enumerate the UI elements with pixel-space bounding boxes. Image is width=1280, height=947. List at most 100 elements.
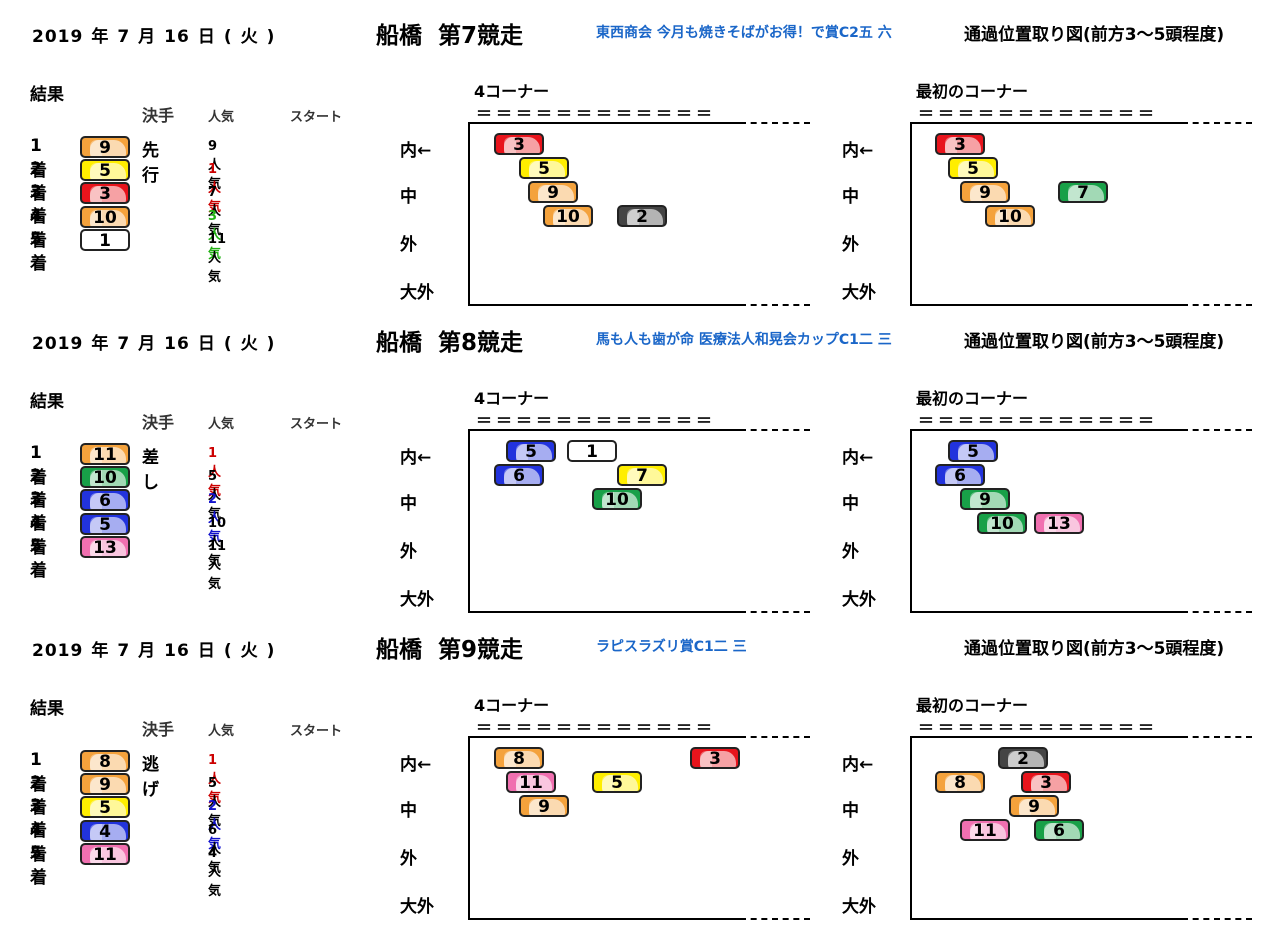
horse-number: 5 xyxy=(967,442,979,462)
position-map-title: 通過位置取り図(前方3〜5頭程度) xyxy=(964,25,1225,45)
corner1-horse-marker: 6 xyxy=(1034,819,1084,841)
date-part: 日 xyxy=(197,334,216,354)
race-name: ラピスラズリ賞C1二 三 xyxy=(596,639,747,655)
popularity-rank: 9人気 xyxy=(208,139,222,192)
popularity-rank: 7人気 xyxy=(208,185,222,238)
horse-silhouette-icon xyxy=(90,493,126,509)
corner4-rail-dash-top xyxy=(740,429,810,431)
corner1-horse-marker: 2 xyxy=(998,747,1048,769)
horse-number: 3 xyxy=(513,135,525,155)
horse-number: 8 xyxy=(99,752,111,772)
corner4-rail-marks: ＝＝＝＝＝＝＝＝＝＝＝＝ xyxy=(476,718,717,737)
horse-number: 5 xyxy=(611,773,623,793)
corner1-lane-label: 内← xyxy=(842,755,874,775)
horse-silhouette-icon xyxy=(90,447,126,463)
result-horse-badge: 10 xyxy=(80,466,130,488)
horse-number: 13 xyxy=(1047,514,1071,534)
date-part: ( xyxy=(223,334,233,354)
race-section: 2019 年 7 月 16 日(火) 船橋 第8競走 馬も人も歯が命 医療法人和晃会カップC1二… xyxy=(0,307,1280,614)
corner4-track-box xyxy=(468,122,740,306)
horse-number: 10 xyxy=(93,208,117,228)
finish-place: 2着 xyxy=(30,773,47,818)
corner4-lane-label: 外 xyxy=(400,235,417,255)
result-horse-badge: 9 xyxy=(80,773,130,795)
horse-silhouette-icon xyxy=(553,209,589,225)
corner4-lane-label: 中 xyxy=(400,801,417,821)
date-part: 16 xyxy=(164,27,190,47)
corner4-lane-label: 大外 xyxy=(400,283,434,303)
horse-silhouette-icon xyxy=(970,492,1006,508)
corner1-track-box xyxy=(910,429,1182,613)
corner4-lane-label: 中 xyxy=(400,494,417,514)
horse-number: 9 xyxy=(1028,797,1040,817)
date-part: 7 xyxy=(117,27,131,47)
popularity-rank: 5人気 xyxy=(208,469,222,522)
horse-number: 7 xyxy=(636,466,648,486)
horse-number: 2 xyxy=(636,207,648,227)
horse-silhouette-icon xyxy=(504,468,540,484)
horse-number: 5 xyxy=(99,161,111,181)
horse-number: 5 xyxy=(525,442,537,462)
corner1-lane-label: 外 xyxy=(842,849,859,869)
corner4-rail-dash-top xyxy=(740,736,810,738)
popularity-rank: 2人気 xyxy=(208,492,222,545)
position-map-title: 通過位置取り図(前方3〜5頭程度) xyxy=(964,639,1225,659)
corner4-horse-marker: 8 xyxy=(494,747,544,769)
result-horse-badge: 5 xyxy=(80,796,130,818)
corner1-horse-marker: 9 xyxy=(1009,795,1059,817)
horse-silhouette-icon xyxy=(516,444,552,460)
result-horse-badge: 4 xyxy=(80,820,130,842)
race-number: 第7競走 xyxy=(438,23,524,49)
finish-place: 5着 xyxy=(30,229,47,274)
horse-silhouette-icon xyxy=(1044,823,1080,839)
horse-number: 3 xyxy=(709,749,721,769)
finish-place: 1着 xyxy=(30,443,47,488)
finish-place: 2着 xyxy=(30,466,47,511)
corner4-horse-marker: 5 xyxy=(519,157,569,179)
horse-silhouette-icon xyxy=(90,517,126,533)
date-part: 日 xyxy=(197,27,216,47)
horse-silhouette-icon xyxy=(958,161,994,177)
date-part: 年 xyxy=(91,641,110,661)
horse-number: 9 xyxy=(99,775,111,795)
corner1-lane-label: 内← xyxy=(842,141,874,161)
horse-silhouette-icon xyxy=(1008,751,1044,767)
horse-silhouette-icon xyxy=(945,137,981,153)
race-number: 第9競走 xyxy=(438,637,524,663)
date-part: ) xyxy=(266,27,276,47)
venue-name: 船橋 xyxy=(376,23,422,49)
horse-number: 1 xyxy=(586,442,598,462)
venue-name: 船橋 xyxy=(376,330,422,356)
corner1-horse-marker: 11 xyxy=(960,819,1010,841)
corner4-rail-dash-bottom xyxy=(740,611,810,613)
horse-number: 11 xyxy=(973,821,997,841)
date-part: 日 xyxy=(197,641,216,661)
corner1-rail-dash-top xyxy=(1182,429,1252,431)
date-part: ( xyxy=(223,641,233,661)
result-horse-badge: 3 xyxy=(80,182,130,204)
horse-silhouette-icon xyxy=(945,468,981,484)
horse-silhouette-icon xyxy=(700,751,736,767)
corner1-lane-label: 大外 xyxy=(842,590,876,610)
winning-style: 差し xyxy=(142,448,159,493)
corner4-rail-dash-bottom xyxy=(740,304,810,306)
date-part: 2019 xyxy=(32,334,84,354)
result-horse-badge: 13 xyxy=(80,536,130,558)
finish-place: 5着 xyxy=(30,843,47,888)
corner4-horse-marker: 10 xyxy=(543,205,593,227)
corner4-track-box xyxy=(468,429,740,613)
winning-style: 先行 xyxy=(142,141,159,186)
horse-number: 9 xyxy=(547,183,559,203)
result-horse-badge: 11 xyxy=(80,443,130,465)
race-name: 馬も人も歯が命 医療法人和晃会カップC1二 三 xyxy=(596,332,892,348)
horse-silhouette-icon xyxy=(90,777,126,793)
race-venue-title: 船橋 第9競走 xyxy=(376,630,523,664)
corner1-rail-dash-bottom xyxy=(1182,918,1252,920)
horse-silhouette-icon xyxy=(987,516,1023,532)
finish-place: 1着 xyxy=(30,750,47,795)
popularity-rank: 11人気 xyxy=(208,232,227,285)
horse-silhouette-icon xyxy=(504,751,540,767)
horse-number: 9 xyxy=(538,797,550,817)
column-header-start: スタート xyxy=(290,724,343,739)
corner4-horse-marker: 3 xyxy=(494,133,544,155)
